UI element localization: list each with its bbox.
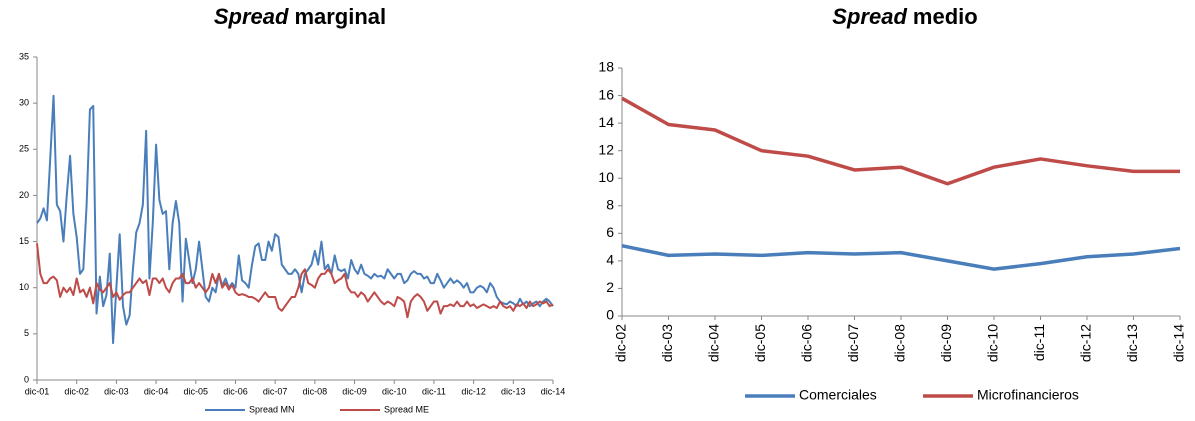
x-tick-label: dic-06 — [223, 386, 248, 396]
y-tick-label: 14 — [598, 114, 614, 130]
x-tick-label: dic-09 — [342, 386, 367, 396]
x-tick-label: dic-08 — [303, 386, 328, 396]
y-tick-label: 12 — [598, 141, 614, 157]
x-tick-label: dic-09 — [938, 324, 954, 362]
x-tick-label: dic-02 — [613, 324, 629, 362]
x-tick-label: dic-14 — [1171, 324, 1187, 362]
x-tick-label: dic-04 — [706, 324, 722, 362]
legend-label: Spread ME — [384, 404, 429, 414]
x-tick-label: dic-03 — [659, 324, 675, 362]
chart: Spread medio 0 2 4 6 8 10 12 14 16 18 dic-02 dic-03 di… — [598, 4, 1186, 403]
legend-label: Comerciales — [799, 387, 877, 403]
chart-title: Spread medio — [832, 4, 977, 29]
x-tick-label: dic-14 — [541, 386, 566, 396]
series-line — [36, 243, 554, 319]
x-tick-label: dic-02 — [64, 386, 89, 396]
y-tick-label: 0 — [24, 374, 29, 384]
y-tick-label: 5 — [24, 328, 29, 338]
y-tick-label: 35 — [19, 51, 29, 61]
x-tick-label: dic-12 — [461, 386, 486, 396]
title-part: Spread — [214, 4, 289, 29]
y-tick-label: 30 — [19, 98, 29, 108]
series-line — [621, 96, 1180, 186]
x-tick-label: dic-07 — [845, 324, 861, 362]
y-tick-label: 10 — [598, 169, 614, 185]
x-tick-label: dic-12 — [1078, 324, 1094, 362]
x-tick-label: dic-10 — [985, 324, 1001, 362]
x-tick-label: dic-01 — [25, 386, 50, 396]
x-tick-label: dic-03 — [104, 386, 129, 396]
x-tick-label: dic-08 — [892, 324, 908, 362]
x-tick-label: dic-07 — [263, 386, 288, 396]
y-tick-label: 16 — [598, 86, 614, 102]
x-tick-label: dic-04 — [144, 386, 169, 396]
x-tick-label: dic-06 — [799, 324, 815, 362]
legend-label: Microfinancieros — [977, 387, 1079, 403]
x-tick-label: dic-10 — [382, 386, 407, 396]
x-tick-label: dic-11 — [422, 386, 446, 396]
x-tick-label: dic-05 — [752, 324, 768, 362]
y-tick-label: 20 — [19, 190, 29, 200]
x-tick-label: dic-05 — [184, 386, 209, 396]
title-part: marginal — [294, 4, 386, 29]
series-line — [621, 244, 1181, 271]
chart: Spread marginal 0 5 10 15 20 25 30 35 dic-01 dic-02… — [19, 4, 565, 415]
y-tick-label: 25 — [19, 144, 29, 154]
y-tick-label: 2 — [606, 279, 614, 295]
y-tick-label: 6 — [606, 224, 614, 240]
y-tick-label: 8 — [606, 196, 614, 212]
y-tick-label: 4 — [606, 252, 614, 268]
y-tick-label: 10 — [19, 282, 29, 292]
y-tick-label: 0 — [606, 307, 614, 323]
chart-title: Spread marginal — [214, 4, 386, 29]
series-line — [36, 94, 554, 345]
title-part: Spread — [832, 4, 907, 29]
x-tick-label: dic-13 — [1124, 324, 1140, 362]
y-tick-label: 18 — [598, 59, 614, 75]
title-part: medio — [913, 4, 978, 29]
x-tick-label: dic-11 — [1031, 324, 1047, 361]
x-tick-label: dic-13 — [501, 386, 526, 396]
legend-label: Spread MN — [249, 404, 295, 414]
y-tick-label: 15 — [19, 236, 29, 246]
